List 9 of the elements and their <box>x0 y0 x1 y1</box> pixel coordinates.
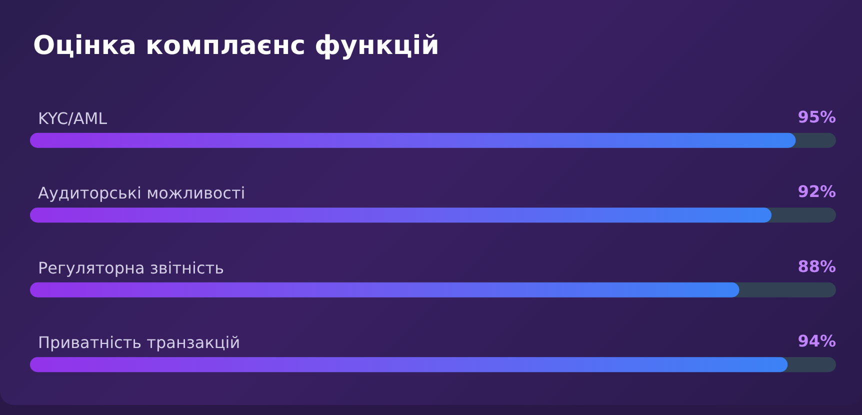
y-tick-label: Аудиторські можливості <box>38 184 246 203</box>
y-tick-label: KYC/AML <box>38 108 108 128</box>
data-label: 94% <box>798 332 836 351</box>
data-label: 95% <box>798 107 836 126</box>
y-tick-label: Приватність транзакцій <box>38 333 240 352</box>
chart-title: Оцінка комплаєнс функцій <box>33 31 440 61</box>
data-label: 88% <box>798 256 836 276</box>
data-label: 92% <box>798 182 836 202</box>
y-tick-label: Регуляторна звітність <box>38 258 224 278</box>
